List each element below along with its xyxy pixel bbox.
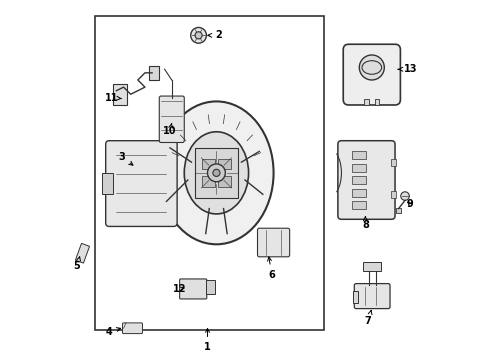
Bar bbox=[113, 84, 127, 105]
Text: 13: 13 bbox=[398, 64, 417, 74]
Text: 3: 3 bbox=[119, 152, 133, 165]
Text: 2: 2 bbox=[208, 30, 221, 40]
Bar bbox=[95, 16, 323, 330]
Bar bbox=[352, 189, 367, 197]
Bar bbox=[202, 158, 215, 169]
Bar bbox=[375, 99, 379, 105]
FancyBboxPatch shape bbox=[343, 44, 400, 105]
Ellipse shape bbox=[159, 102, 273, 244]
Text: 11: 11 bbox=[105, 93, 122, 103]
Bar bbox=[352, 202, 367, 209]
Text: 5: 5 bbox=[74, 257, 80, 271]
Text: 9: 9 bbox=[407, 199, 414, 209]
Bar bbox=[195, 148, 238, 198]
Text: 10: 10 bbox=[163, 123, 177, 136]
Bar bbox=[202, 176, 215, 187]
FancyBboxPatch shape bbox=[258, 228, 290, 257]
Bar bbox=[363, 262, 381, 271]
Text: 8: 8 bbox=[362, 217, 369, 230]
Bar bbox=[206, 280, 215, 294]
Circle shape bbox=[213, 169, 220, 176]
Text: 4: 4 bbox=[106, 327, 121, 337]
Text: 1: 1 bbox=[204, 329, 211, 352]
Bar bbox=[391, 158, 396, 166]
FancyBboxPatch shape bbox=[354, 284, 390, 309]
Bar bbox=[352, 176, 367, 184]
Bar bbox=[218, 176, 231, 187]
Bar bbox=[391, 191, 396, 198]
FancyBboxPatch shape bbox=[159, 96, 184, 143]
Bar bbox=[102, 173, 113, 194]
Bar bbox=[352, 291, 358, 303]
Bar bbox=[218, 158, 231, 169]
Bar bbox=[396, 207, 401, 213]
Text: 6: 6 bbox=[268, 257, 275, 280]
Ellipse shape bbox=[184, 132, 248, 214]
Text: 12: 12 bbox=[173, 284, 187, 294]
FancyBboxPatch shape bbox=[122, 323, 143, 334]
Bar bbox=[148, 66, 159, 80]
FancyBboxPatch shape bbox=[106, 141, 177, 226]
Bar bbox=[352, 164, 367, 172]
Circle shape bbox=[359, 55, 384, 80]
Circle shape bbox=[207, 164, 225, 182]
Circle shape bbox=[191, 27, 206, 43]
FancyBboxPatch shape bbox=[180, 279, 207, 299]
Polygon shape bbox=[75, 243, 90, 263]
FancyBboxPatch shape bbox=[338, 141, 395, 219]
Bar bbox=[364, 99, 368, 105]
Circle shape bbox=[195, 32, 202, 39]
Text: 7: 7 bbox=[365, 310, 372, 326]
Bar bbox=[352, 152, 367, 159]
Circle shape bbox=[401, 192, 409, 201]
